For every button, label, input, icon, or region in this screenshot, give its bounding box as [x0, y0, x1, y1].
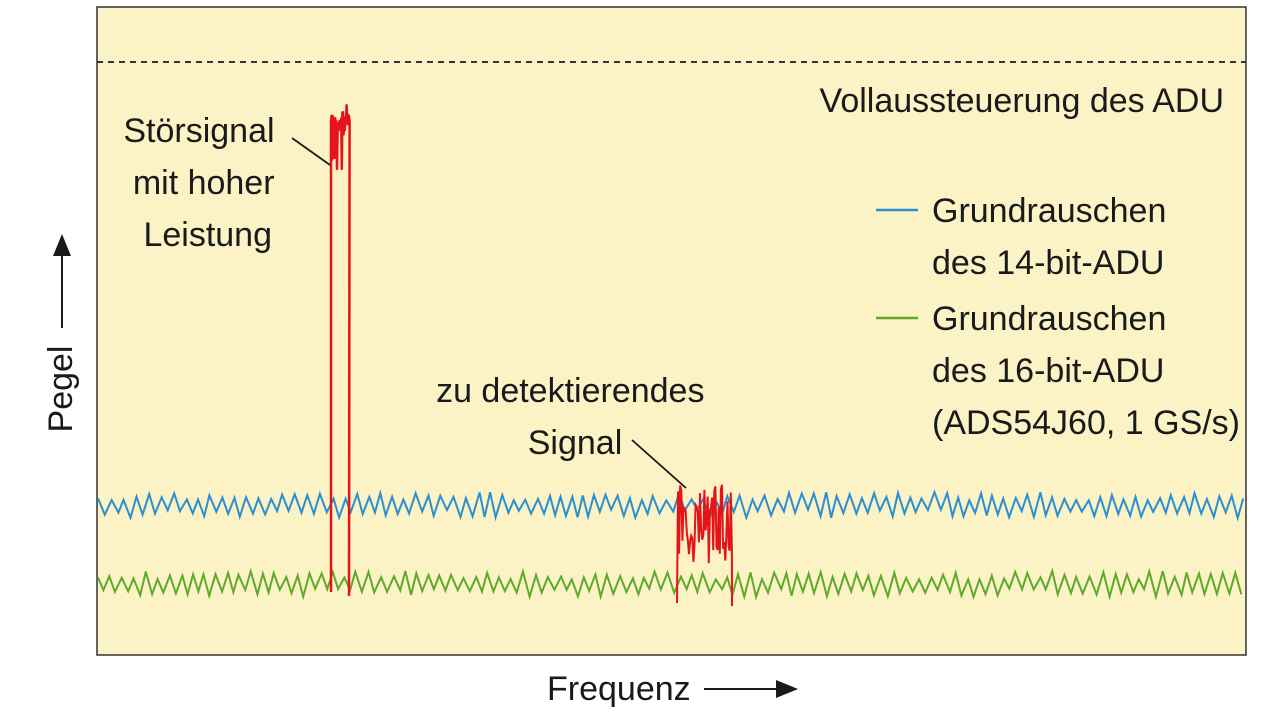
arrow-right-icon	[704, 680, 798, 698]
target-leader-line	[631, 439, 687, 489]
x-axis-label: Frequenz	[547, 670, 691, 708]
full-scale-label: Vollaussteuerung des ADU	[820, 82, 1224, 120]
y-axis-label: Pegel	[42, 346, 80, 433]
interferer-label-line-3: Leistung	[143, 216, 272, 254]
legend: Grundrauschen des 14-bit-ADU Grundrausch…	[876, 192, 1240, 442]
target-label-line-1: zu detektierendes	[436, 372, 704, 410]
target-label-line-2: Signal	[528, 424, 623, 462]
legend-label-16bit: Grundrauschen des 16-bit-ADU (ADS54J60, …	[932, 300, 1240, 442]
interferer-signal	[329, 104, 351, 597]
legend-16bit-line-2: des 16-bit-ADU	[932, 352, 1164, 390]
noise-floor-16bit	[97, 567, 1243, 601]
interferer-label-line-1: Störsignal	[123, 112, 274, 150]
legend-14bit-line-1: Grundrauschen	[932, 192, 1166, 230]
interferer-label-line-2: mit hoher	[133, 164, 275, 202]
legend-label-14bit: Grundrauschen des 14-bit-ADU	[932, 192, 1176, 282]
interferer-leader-line	[291, 137, 331, 166]
noise-floor-14bit	[97, 489, 1245, 522]
plot-area	[96, 6, 1247, 656]
legend-16bit-line-1: Grundrauschen	[932, 300, 1166, 338]
legend-16bit-line-3: (ADS54J60, 1 GS/s)	[932, 404, 1240, 442]
target-label: zu detektierendes Signal	[436, 372, 714, 462]
interferer-label: Störsignal mit hoher Leistung	[123, 112, 284, 254]
legend-14bit-line-2: des 14-bit-ADU	[932, 244, 1164, 282]
arrow-up-icon	[53, 234, 71, 328]
target-signal	[676, 484, 733, 607]
